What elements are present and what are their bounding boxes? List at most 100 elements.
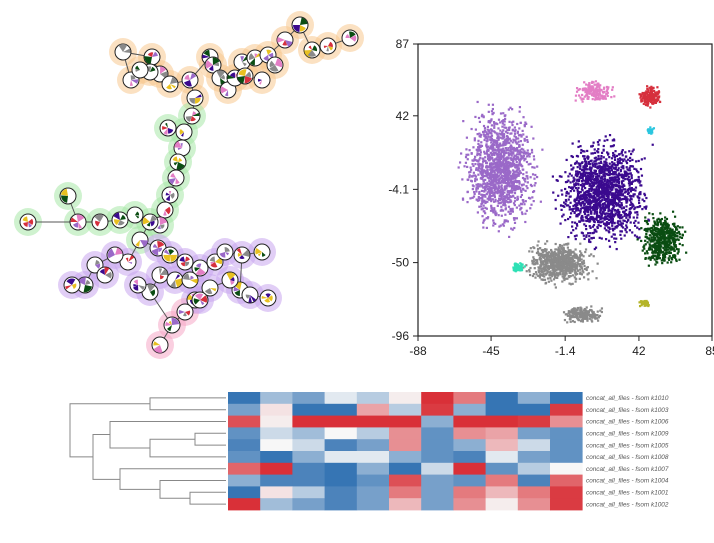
scatter-point bbox=[488, 111, 490, 113]
tree-node bbox=[152, 267, 168, 283]
tree-node bbox=[254, 72, 270, 88]
scatter-point bbox=[518, 172, 520, 174]
scatter-point bbox=[561, 193, 563, 195]
scatter-point bbox=[468, 171, 470, 173]
scatter-point bbox=[633, 222, 635, 224]
scatter-point bbox=[532, 256, 534, 258]
scatter-point bbox=[511, 121, 513, 123]
scatter-point bbox=[579, 243, 581, 245]
scatter-point bbox=[583, 262, 585, 264]
scatter-point bbox=[531, 166, 533, 168]
scatter-point bbox=[596, 194, 598, 196]
scatter-point bbox=[506, 172, 508, 174]
scatter-point bbox=[480, 194, 482, 196]
scatter-point bbox=[486, 153, 488, 155]
scatter-point bbox=[496, 179, 498, 181]
scatter-point bbox=[651, 232, 653, 234]
scatter-point bbox=[648, 129, 650, 131]
scatter-point bbox=[477, 101, 479, 103]
scatter-point bbox=[496, 169, 498, 171]
scatter-point bbox=[544, 243, 546, 245]
scatter-point bbox=[584, 203, 586, 205]
scatter-point bbox=[541, 270, 543, 272]
scatter-point bbox=[481, 215, 483, 217]
scatter-point bbox=[499, 164, 501, 166]
scatter-point bbox=[597, 220, 599, 222]
scatter-point bbox=[574, 222, 576, 224]
scatter-point bbox=[624, 178, 626, 180]
scatter-point bbox=[521, 211, 523, 213]
scatter-point bbox=[673, 232, 675, 234]
scatter-point bbox=[590, 145, 592, 147]
scatter-point bbox=[498, 119, 500, 121]
scatter-point bbox=[676, 260, 678, 262]
scatter-point bbox=[516, 217, 518, 219]
scatter-cluster bbox=[512, 262, 526, 272]
scatter-point bbox=[649, 106, 651, 108]
scatter-point bbox=[494, 158, 496, 160]
scatter-point bbox=[585, 236, 587, 238]
scatter-point bbox=[505, 151, 507, 153]
scatter-point bbox=[517, 151, 519, 153]
scatter-point bbox=[583, 317, 585, 319]
scatter-point bbox=[630, 195, 632, 197]
scatter-point bbox=[603, 166, 605, 168]
scatter-point bbox=[590, 305, 592, 307]
scatter-point bbox=[591, 181, 593, 183]
scatter-point bbox=[647, 257, 649, 259]
scatter-point bbox=[616, 179, 618, 181]
scatter-point bbox=[664, 249, 666, 251]
scatter-point bbox=[492, 170, 494, 172]
scatter-point bbox=[560, 252, 562, 254]
scatter-point bbox=[654, 101, 656, 103]
scatter-point bbox=[671, 236, 673, 238]
scatter-point bbox=[506, 185, 508, 187]
scatter-point bbox=[572, 274, 574, 276]
scatter-point bbox=[529, 267, 531, 269]
scatter-point bbox=[651, 256, 653, 258]
tree-node bbox=[304, 42, 320, 58]
scatter-point bbox=[627, 219, 629, 221]
scatter-point bbox=[642, 96, 644, 98]
scatter-point bbox=[600, 217, 602, 219]
scatter-point bbox=[605, 158, 607, 160]
scatter-point bbox=[493, 154, 495, 156]
scatter-point bbox=[597, 311, 599, 313]
scatter-point bbox=[639, 193, 641, 195]
scatter-point bbox=[684, 231, 686, 233]
scatter-point bbox=[521, 203, 523, 205]
scatter-point bbox=[589, 232, 591, 234]
scatter-point bbox=[493, 127, 495, 129]
scatter-point bbox=[625, 202, 627, 204]
scatter-point bbox=[523, 152, 525, 154]
scatter-point bbox=[563, 201, 565, 203]
scatter-point bbox=[672, 211, 674, 213]
scatter-point bbox=[631, 203, 633, 205]
scatter-point bbox=[541, 253, 543, 255]
scatter-point bbox=[600, 155, 602, 157]
scatter-point bbox=[566, 257, 568, 259]
scatter-point bbox=[491, 144, 493, 146]
scatter-point bbox=[606, 151, 608, 153]
scatter-point bbox=[619, 188, 621, 190]
scatter-point bbox=[503, 201, 505, 203]
scatter-point bbox=[598, 215, 600, 217]
scatter-point bbox=[594, 213, 596, 215]
scatter-point bbox=[625, 217, 627, 219]
scatter-point bbox=[577, 209, 579, 211]
scatter-point bbox=[469, 197, 471, 199]
scatter-point bbox=[494, 176, 496, 178]
scatter-point bbox=[577, 187, 579, 189]
scatter-point bbox=[495, 163, 497, 165]
scatter-point bbox=[681, 226, 683, 228]
scatter-point bbox=[524, 265, 526, 267]
scatter-point bbox=[533, 273, 535, 275]
scatter-point bbox=[586, 150, 588, 152]
scatter-point bbox=[515, 141, 517, 143]
scatter-point bbox=[474, 163, 476, 165]
scatter-point bbox=[664, 252, 666, 254]
scatter-point bbox=[614, 150, 616, 152]
scatter-point bbox=[645, 206, 647, 208]
scatter-point bbox=[474, 180, 476, 182]
scatter-point bbox=[573, 312, 575, 314]
